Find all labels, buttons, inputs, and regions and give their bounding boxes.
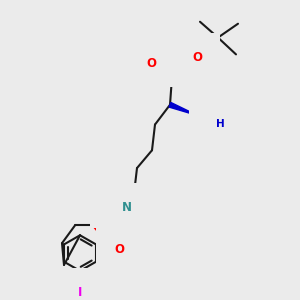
Text: O: O bbox=[192, 51, 202, 64]
Text: I: I bbox=[78, 286, 82, 299]
Text: O: O bbox=[114, 243, 124, 256]
Polygon shape bbox=[169, 103, 198, 116]
Text: N: N bbox=[122, 201, 132, 214]
Text: NH: NH bbox=[207, 108, 227, 121]
Text: H: H bbox=[216, 118, 225, 129]
Text: O: O bbox=[146, 57, 156, 70]
Text: H: H bbox=[105, 202, 114, 213]
